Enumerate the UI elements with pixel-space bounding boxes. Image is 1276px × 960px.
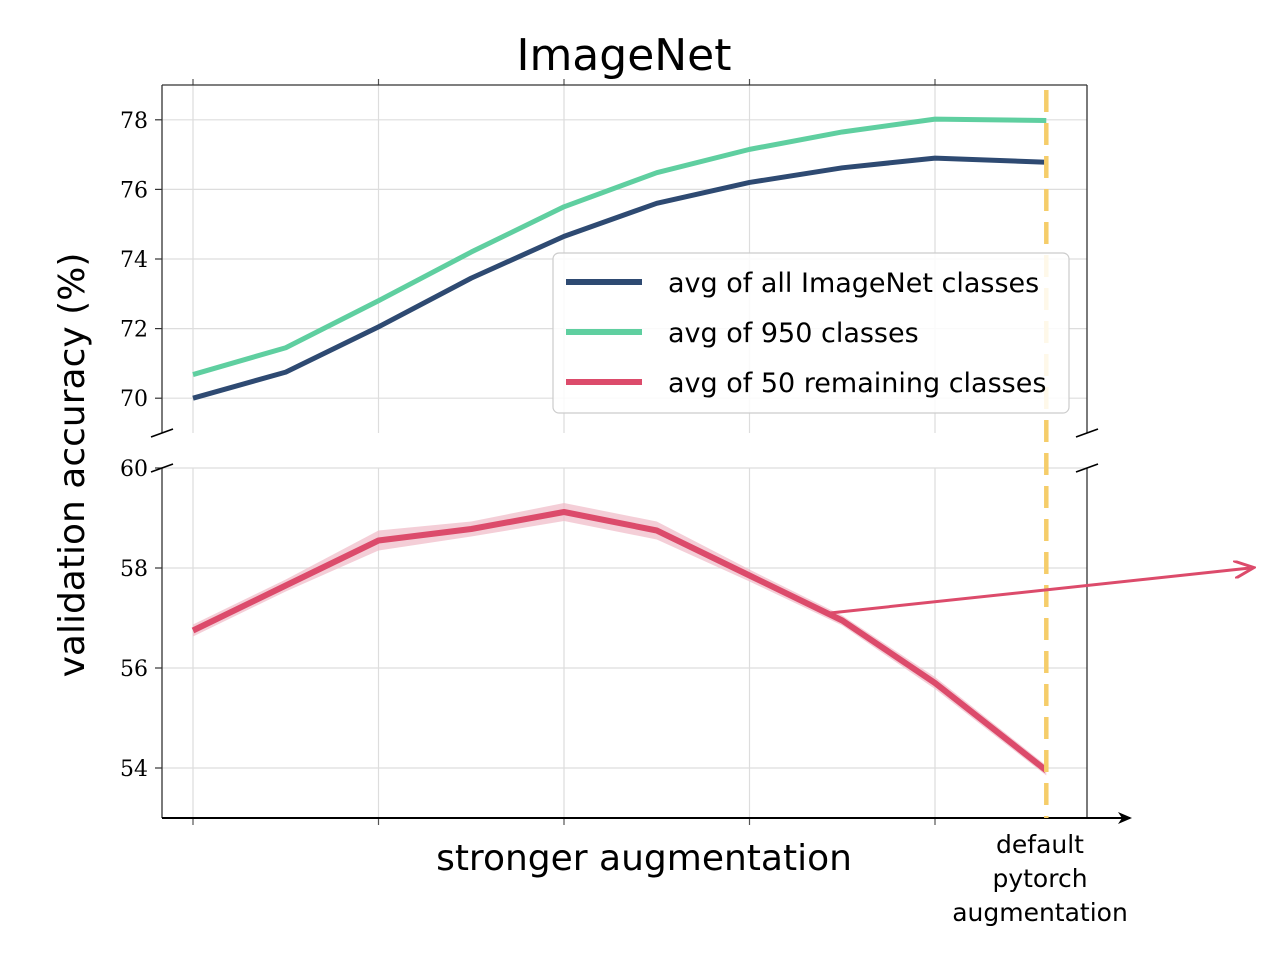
legend-label-50: avg of 50 remaining classes (668, 368, 1046, 399)
series-line-all-classes (192, 155, 1047, 401)
legend-label-all: avg of all ImageNet classes (668, 268, 1039, 299)
axis-break-mark (1075, 463, 1099, 473)
series-line-50-remaining-classes (191, 509, 1049, 773)
top-y-tick-label: 78 (120, 109, 148, 134)
default-annotation-line-2: pytorch (992, 864, 1087, 893)
top-y-tick-label: 74 (120, 248, 148, 273)
series-lines (191, 116, 1049, 773)
series-line-950-classes (192, 116, 1047, 377)
top-y-tick-label: 72 (120, 318, 148, 343)
bottom-panel-grid (162, 467, 1087, 818)
x-axis-label: stronger augmentation (436, 838, 852, 879)
top-y-tick-label: 70 (120, 387, 148, 412)
bottom-y-tick-label: 60 (120, 457, 148, 482)
legend-label-950: avg of 950 classes (668, 318, 919, 349)
confidence-bands (193, 503, 1047, 776)
bottom-y-tick-label: 56 (120, 657, 148, 682)
legend: avg of all ImageNet classes avg of 950 c… (552, 252, 1070, 414)
y-tick-labels: 70 72 74 76 78 54 56 58 60 (120, 109, 148, 782)
top-y-tick-label: 76 (120, 178, 148, 203)
legend-box (552, 252, 1070, 414)
y-axis-label: validation accuracy (%) (52, 253, 93, 678)
bottom-y-tick-label: 58 (120, 557, 148, 582)
bottom-y-tick-label: 54 (120, 757, 148, 782)
annotation-arrow (829, 568, 1250, 615)
axes-frame (150, 79, 1132, 825)
default-annotation-line-1: default (996, 830, 1084, 859)
axis-break-mark (150, 428, 174, 438)
bottom-series-band (193, 503, 1047, 776)
axis-break-mark (150, 463, 174, 473)
default-annotation-line-3: augmentation (952, 898, 1128, 927)
axis-break-mark (1075, 428, 1099, 438)
chart-title: ImageNet (516, 30, 731, 81)
